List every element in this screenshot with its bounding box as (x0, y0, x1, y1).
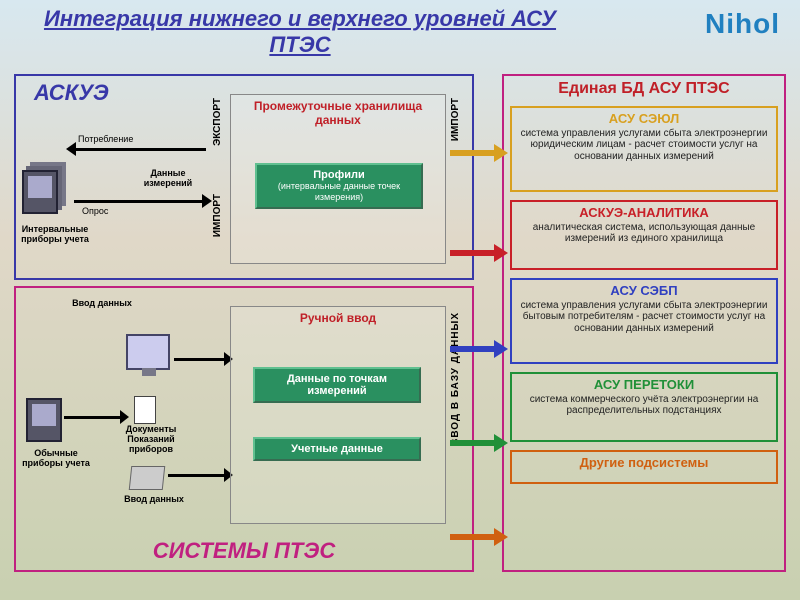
main-title: Интеграция нижнего и верхнего уровней АС… (40, 6, 560, 59)
arr-a (64, 416, 124, 419)
input2-label: Ввод данных (124, 494, 184, 504)
flow-arrow-head-0 (494, 144, 508, 162)
other-subsystems-title: Другие подсистемы (518, 456, 770, 471)
nihol-logo: Nihol (705, 8, 780, 40)
arr-b (174, 358, 228, 361)
poll-label: Опрос (82, 206, 108, 216)
doc-icon (134, 396, 156, 424)
meter-device-icon (22, 170, 58, 214)
arrow-poll (74, 200, 206, 203)
flow-arrow-0 (450, 150, 496, 156)
docs-label: Документы Показаний приборов (118, 424, 184, 454)
asu-seyul-card: АСУ СЭЮЛсистема управления услугами сбыт… (510, 106, 778, 192)
flow-arrow-3 (450, 440, 496, 446)
db-entry-vlabel: ВВОД В БАЗУ ДАННЫХ (450, 312, 461, 446)
arr-c (168, 474, 228, 477)
input1-label: Ввод данных (72, 298, 132, 308)
import-vlabel-1: ИМПОРТ (212, 194, 223, 237)
account-box: Учетные данные (253, 437, 421, 461)
profiles-box: Профили (интервальные данные точек измер… (255, 163, 423, 209)
asu-peretoki-title: АСУ ПЕРЕТОКИ (518, 378, 770, 393)
asu-sebp-card: АСУ СЭБПсистема управления услугами сбыт… (510, 278, 778, 364)
askue-analytics-card: АСКУЭ-АНАЛИТИКАаналитическая система, ис… (510, 200, 778, 270)
import-vlabel-2: ИМПОРТ (450, 98, 461, 141)
consumption-label: Потребление (78, 134, 133, 144)
arrow-consumption (74, 148, 206, 151)
flow-arrow-2 (450, 346, 496, 352)
usual-dev-label: Обычные приборы учета (16, 448, 96, 468)
other-subsystems-card: Другие подсистемы (510, 450, 778, 484)
folder-icon (129, 466, 166, 490)
data-meas-label: Данные измерений (128, 168, 208, 188)
arrow-poll-head (202, 194, 212, 208)
storage-title: Промежуточные хранилища данных (231, 95, 445, 131)
asu-seyul-title: АСУ СЭЮЛ (518, 112, 770, 127)
points-box: Данные по точкам измерений (253, 367, 421, 403)
usual-device-icon (26, 398, 62, 442)
flow-arrow-head-3 (494, 434, 508, 452)
ptes-title: СИСТЕМЫ ПТЭС (16, 538, 472, 564)
arr-a-h (120, 410, 129, 424)
arrow-consumption-head (66, 142, 76, 156)
ptes-panel: Ввод данных Обычные приборы учета Докуме… (14, 286, 474, 572)
asu-peretoki-desc: система коммерческого учёта электроэнерг… (530, 394, 759, 417)
right-title: Единая БД АСУ ПТЭС (504, 76, 784, 102)
profiles-sub: (интервальные данные точек измерения) (278, 181, 400, 202)
manual-title: Ручной ввод (231, 307, 445, 329)
asu-sebp-title: АСУ СЭБП (518, 284, 770, 299)
asu-seyul-desc: система управления услугами сбыта электр… (521, 128, 768, 162)
flow-arrow-head-2 (494, 340, 508, 358)
asu-sebp-desc: система управления услугами сбыта электр… (521, 300, 768, 334)
manual-box: Ручной ввод Данные по точкам измерений У… (230, 306, 446, 524)
flow-arrow-4 (450, 534, 496, 540)
flow-arrow-1 (450, 250, 496, 256)
flow-arrow-head-4 (494, 528, 508, 546)
cards-container: АСУ СЭЮЛсистема управления услугами сбыт… (504, 106, 784, 484)
right-panel: Единая БД АСУ ПТЭС АСУ СЭЮЛсистема управ… (502, 74, 786, 572)
storage-box: Промежуточные хранилища данных Профили (… (230, 94, 446, 264)
asu-peretoki-card: АСУ ПЕРЕТОКИсистема коммерческого учёта … (510, 372, 778, 442)
flow-arrow-head-1 (494, 244, 508, 262)
profiles-title: Профили (313, 169, 364, 181)
askue-analytics-title: АСКУЭ-АНАЛИТИКА (518, 206, 770, 221)
export-vlabel: ЭКСПОРТ (212, 98, 223, 146)
askue-panel: АСКУЭ Интервальные приборы учета Потребл… (14, 74, 474, 280)
interval-devices-label: Интервальные приборы учета (10, 224, 100, 244)
monitor-icon (126, 334, 170, 370)
askue-analytics-desc: аналитическая система, использующая данн… (533, 222, 756, 245)
